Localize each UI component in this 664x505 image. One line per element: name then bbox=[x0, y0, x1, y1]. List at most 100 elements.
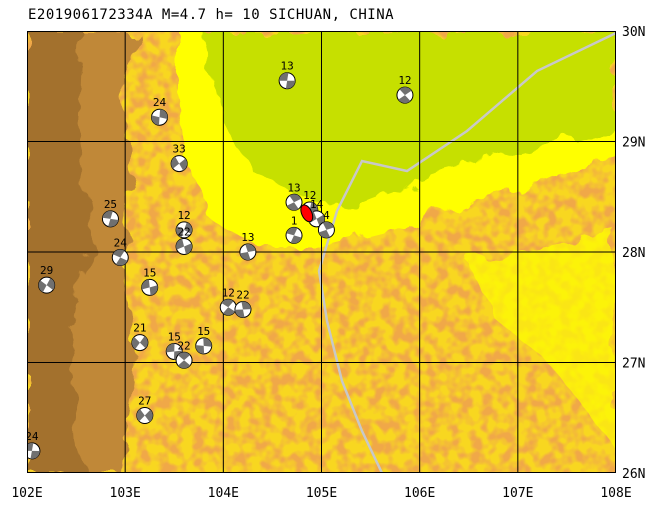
mechanism-depth-label: 24 bbox=[27, 430, 39, 443]
lon-tick-label: 105E bbox=[306, 486, 337, 501]
beachball-quadrant bbox=[234, 309, 245, 318]
province-border bbox=[317, 31, 617, 474]
mechanism-depth-label: 14 bbox=[310, 198, 324, 211]
focal-mechanism[interactable]: 22 bbox=[234, 288, 252, 318]
beachball-quadrant bbox=[108, 218, 119, 227]
lat-tick-label: 26N bbox=[622, 467, 645, 482]
beachball-quadrant bbox=[309, 202, 318, 213]
focal-mechanism[interactable]: 33 bbox=[170, 143, 188, 173]
beachball-quadrant bbox=[290, 235, 302, 244]
focal-mechanism[interactable]: 12 bbox=[175, 209, 193, 239]
beachball-quadrant bbox=[203, 337, 212, 347]
beachball-quadrant bbox=[289, 194, 302, 203]
beachball-quadrant bbox=[38, 280, 47, 293]
lon-tick-label: 102E bbox=[11, 486, 42, 501]
mechanism-depth-label: 15 bbox=[197, 325, 210, 338]
focal-mechanism[interactable]: 13 bbox=[278, 60, 296, 90]
beachball-quadrant bbox=[286, 227, 298, 236]
beachball-quadrant bbox=[179, 158, 188, 171]
focal-mechanism[interactable]: 12 bbox=[396, 74, 414, 104]
event-marker-layer bbox=[298, 203, 315, 224]
focal-mechanism[interactable]: 22 bbox=[175, 339, 193, 369]
focal-mechanism[interactable]: 12 bbox=[219, 286, 237, 316]
beachball-quadrant bbox=[398, 95, 411, 104]
beachball-quadrant bbox=[322, 221, 335, 230]
map-title: E201906172334A M=4.7 h= 10 SICHUAN, CHIN… bbox=[28, 7, 395, 23]
beachball-quadrant bbox=[159, 109, 168, 119]
beachball-quadrant bbox=[184, 243, 193, 255]
southeast-yellow bbox=[467, 231, 616, 451]
province-border-line bbox=[317, 31, 617, 474]
mechanism-depth-label: 12 bbox=[222, 286, 235, 299]
basin-green bbox=[202, 31, 616, 206]
lon-tick-label: 103E bbox=[110, 486, 141, 501]
mechanism-depth-label: 1 bbox=[291, 214, 298, 227]
beachball-quadrant bbox=[176, 238, 185, 250]
beachball-quadrant bbox=[286, 202, 299, 211]
mechanism-depth-label: 13 bbox=[281, 60, 294, 73]
lon-tick-label: 106E bbox=[404, 486, 435, 501]
focal-mechanism[interactable]: 24 bbox=[111, 237, 129, 267]
beachball-quadrant bbox=[149, 285, 158, 296]
lat-tick-label: 29N bbox=[622, 136, 645, 151]
seismic-map: 13 12 24 33 25 13 12 14 1 4 12 22 24 13 29 15 12 22 21 15 22… bbox=[23, 31, 617, 474]
beachball-quadrant bbox=[239, 252, 251, 260]
focal-mechanism[interactable]: 22 bbox=[175, 225, 193, 255]
beachball-quadrant bbox=[285, 80, 296, 89]
beachball-quadrant bbox=[102, 210, 113, 219]
focal-mechanism[interactable]: 15 bbox=[141, 266, 159, 296]
beachball-quadrant bbox=[399, 87, 412, 96]
lat-tick-label: 28N bbox=[622, 246, 645, 261]
mechanism-depth-label: 15 bbox=[143, 266, 156, 279]
map-border bbox=[27, 31, 616, 473]
lat-tick-label: 27N bbox=[622, 357, 645, 372]
beachball-quadrant bbox=[245, 244, 256, 252]
focal-mechanism[interactable]: 24 bbox=[151, 96, 169, 126]
beachball-quadrant bbox=[222, 307, 236, 316]
beachball-quadrant bbox=[141, 279, 150, 290]
focal-mechanism[interactable]: 13 bbox=[285, 181, 303, 211]
beachball-quadrant bbox=[195, 345, 205, 354]
mechanism-depth-label: 24 bbox=[153, 96, 167, 109]
focal-mechanism[interactable]: 15 bbox=[195, 325, 213, 355]
beachball-quadrant bbox=[112, 249, 125, 258]
mechanism-depth-label: 22 bbox=[236, 288, 249, 301]
beachball-quadrant bbox=[176, 226, 185, 238]
focal-mechanism[interactable]: 1 bbox=[285, 214, 303, 244]
mechanism-depth-label: 13 bbox=[241, 231, 254, 244]
beachball-quadrant bbox=[136, 409, 145, 422]
mechanism-depth-label: 13 bbox=[287, 181, 300, 194]
beachball-quadrant bbox=[178, 360, 191, 369]
focal-mechanism[interactable]: 25 bbox=[101, 198, 119, 228]
beachball-quadrant bbox=[23, 442, 34, 451]
mechanism-depth-label: 22 bbox=[177, 339, 190, 352]
lat-tick-label: 30N bbox=[622, 25, 645, 40]
main-event-marker[interactable] bbox=[298, 203, 315, 224]
beachball-quadrant bbox=[279, 72, 289, 81]
beachball-quadrant bbox=[184, 222, 193, 234]
lon-tick-label: 108E bbox=[600, 486, 631, 501]
mechanism-depth-label: 4 bbox=[323, 209, 330, 222]
mechanism-depth-label: 15 bbox=[168, 330, 181, 343]
beachball-quadrant bbox=[177, 352, 191, 361]
mechanism-depth-label: 12 bbox=[398, 74, 411, 87]
mechanism-depth-label: 24 bbox=[114, 237, 128, 250]
focal-mechanism[interactable]: 4 bbox=[317, 209, 335, 239]
beachball-quadrant bbox=[166, 343, 175, 353]
mechanism-depth-label: 12 bbox=[303, 189, 316, 202]
mechanism-depth-label: 21 bbox=[133, 322, 146, 335]
lon-tick-label: 104E bbox=[208, 486, 239, 501]
beachball-quadrant bbox=[115, 257, 128, 266]
mechanism-depth-label: 12 bbox=[177, 209, 190, 222]
focal-mechanism[interactable]: 21 bbox=[131, 322, 149, 352]
beachball-quadrant bbox=[171, 156, 180, 169]
beachball-quadrant bbox=[221, 299, 234, 308]
beachball-quadrant bbox=[139, 336, 148, 349]
focal-mechanism[interactable]: 29 bbox=[38, 264, 56, 294]
focal-mechanism[interactable]: 27 bbox=[136, 395, 154, 425]
beachball-quadrant bbox=[241, 301, 251, 310]
beachball-quadrant bbox=[318, 229, 331, 238]
beachball-quadrant bbox=[151, 115, 160, 126]
focal-mechanism[interactable]: 13 bbox=[239, 231, 257, 261]
